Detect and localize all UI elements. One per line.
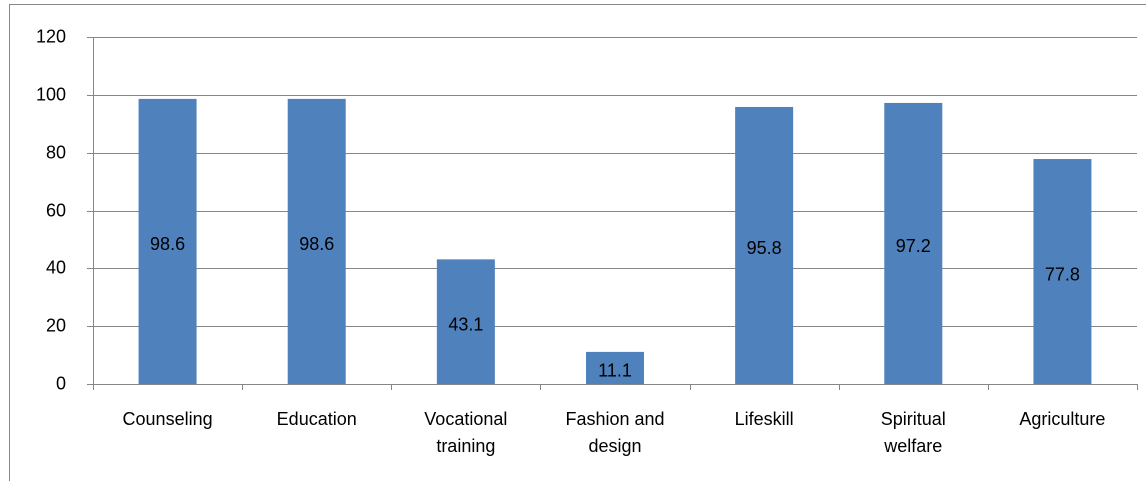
- x-tick-label: Fashion and design: [565, 409, 665, 456]
- bar: [884, 102, 943, 385]
- bar: [735, 106, 794, 384]
- y-tick-label: 100: [36, 84, 66, 104]
- bar: [436, 259, 495, 384]
- data-label: 11.1: [598, 361, 632, 381]
- data-label: 43.1: [448, 314, 483, 334]
- y-tick-label: 0: [56, 373, 66, 393]
- y-tick-label: 40: [46, 257, 66, 277]
- data-label: 95.8: [747, 238, 782, 258]
- y-tick-label: 120: [36, 26, 66, 46]
- x-tick-label: Agriculture: [1019, 409, 1106, 429]
- x-tick-label: Vocational training: [424, 409, 508, 456]
- x-tick-label: Counseling: [122, 409, 213, 429]
- bar: [1033, 159, 1092, 384]
- bar: [287, 98, 346, 385]
- bar: [138, 98, 197, 385]
- y-tick-label: 60: [46, 200, 66, 220]
- x-tick-label: Spiritual welfare: [880, 409, 946, 456]
- y-tick-label: 20: [46, 315, 66, 335]
- x-tick-label: Lifeskill: [734, 409, 794, 429]
- data-label: 98.6: [299, 234, 334, 254]
- chart-frame: [9, 4, 1146, 481]
- y-tick-label: 80: [46, 142, 66, 162]
- data-label: 77.8: [1045, 264, 1080, 284]
- data-label: 98.6: [150, 234, 185, 254]
- bar: [586, 351, 644, 384]
- x-tick-label: Education: [276, 409, 357, 429]
- data-label: 97.2: [896, 236, 931, 256]
